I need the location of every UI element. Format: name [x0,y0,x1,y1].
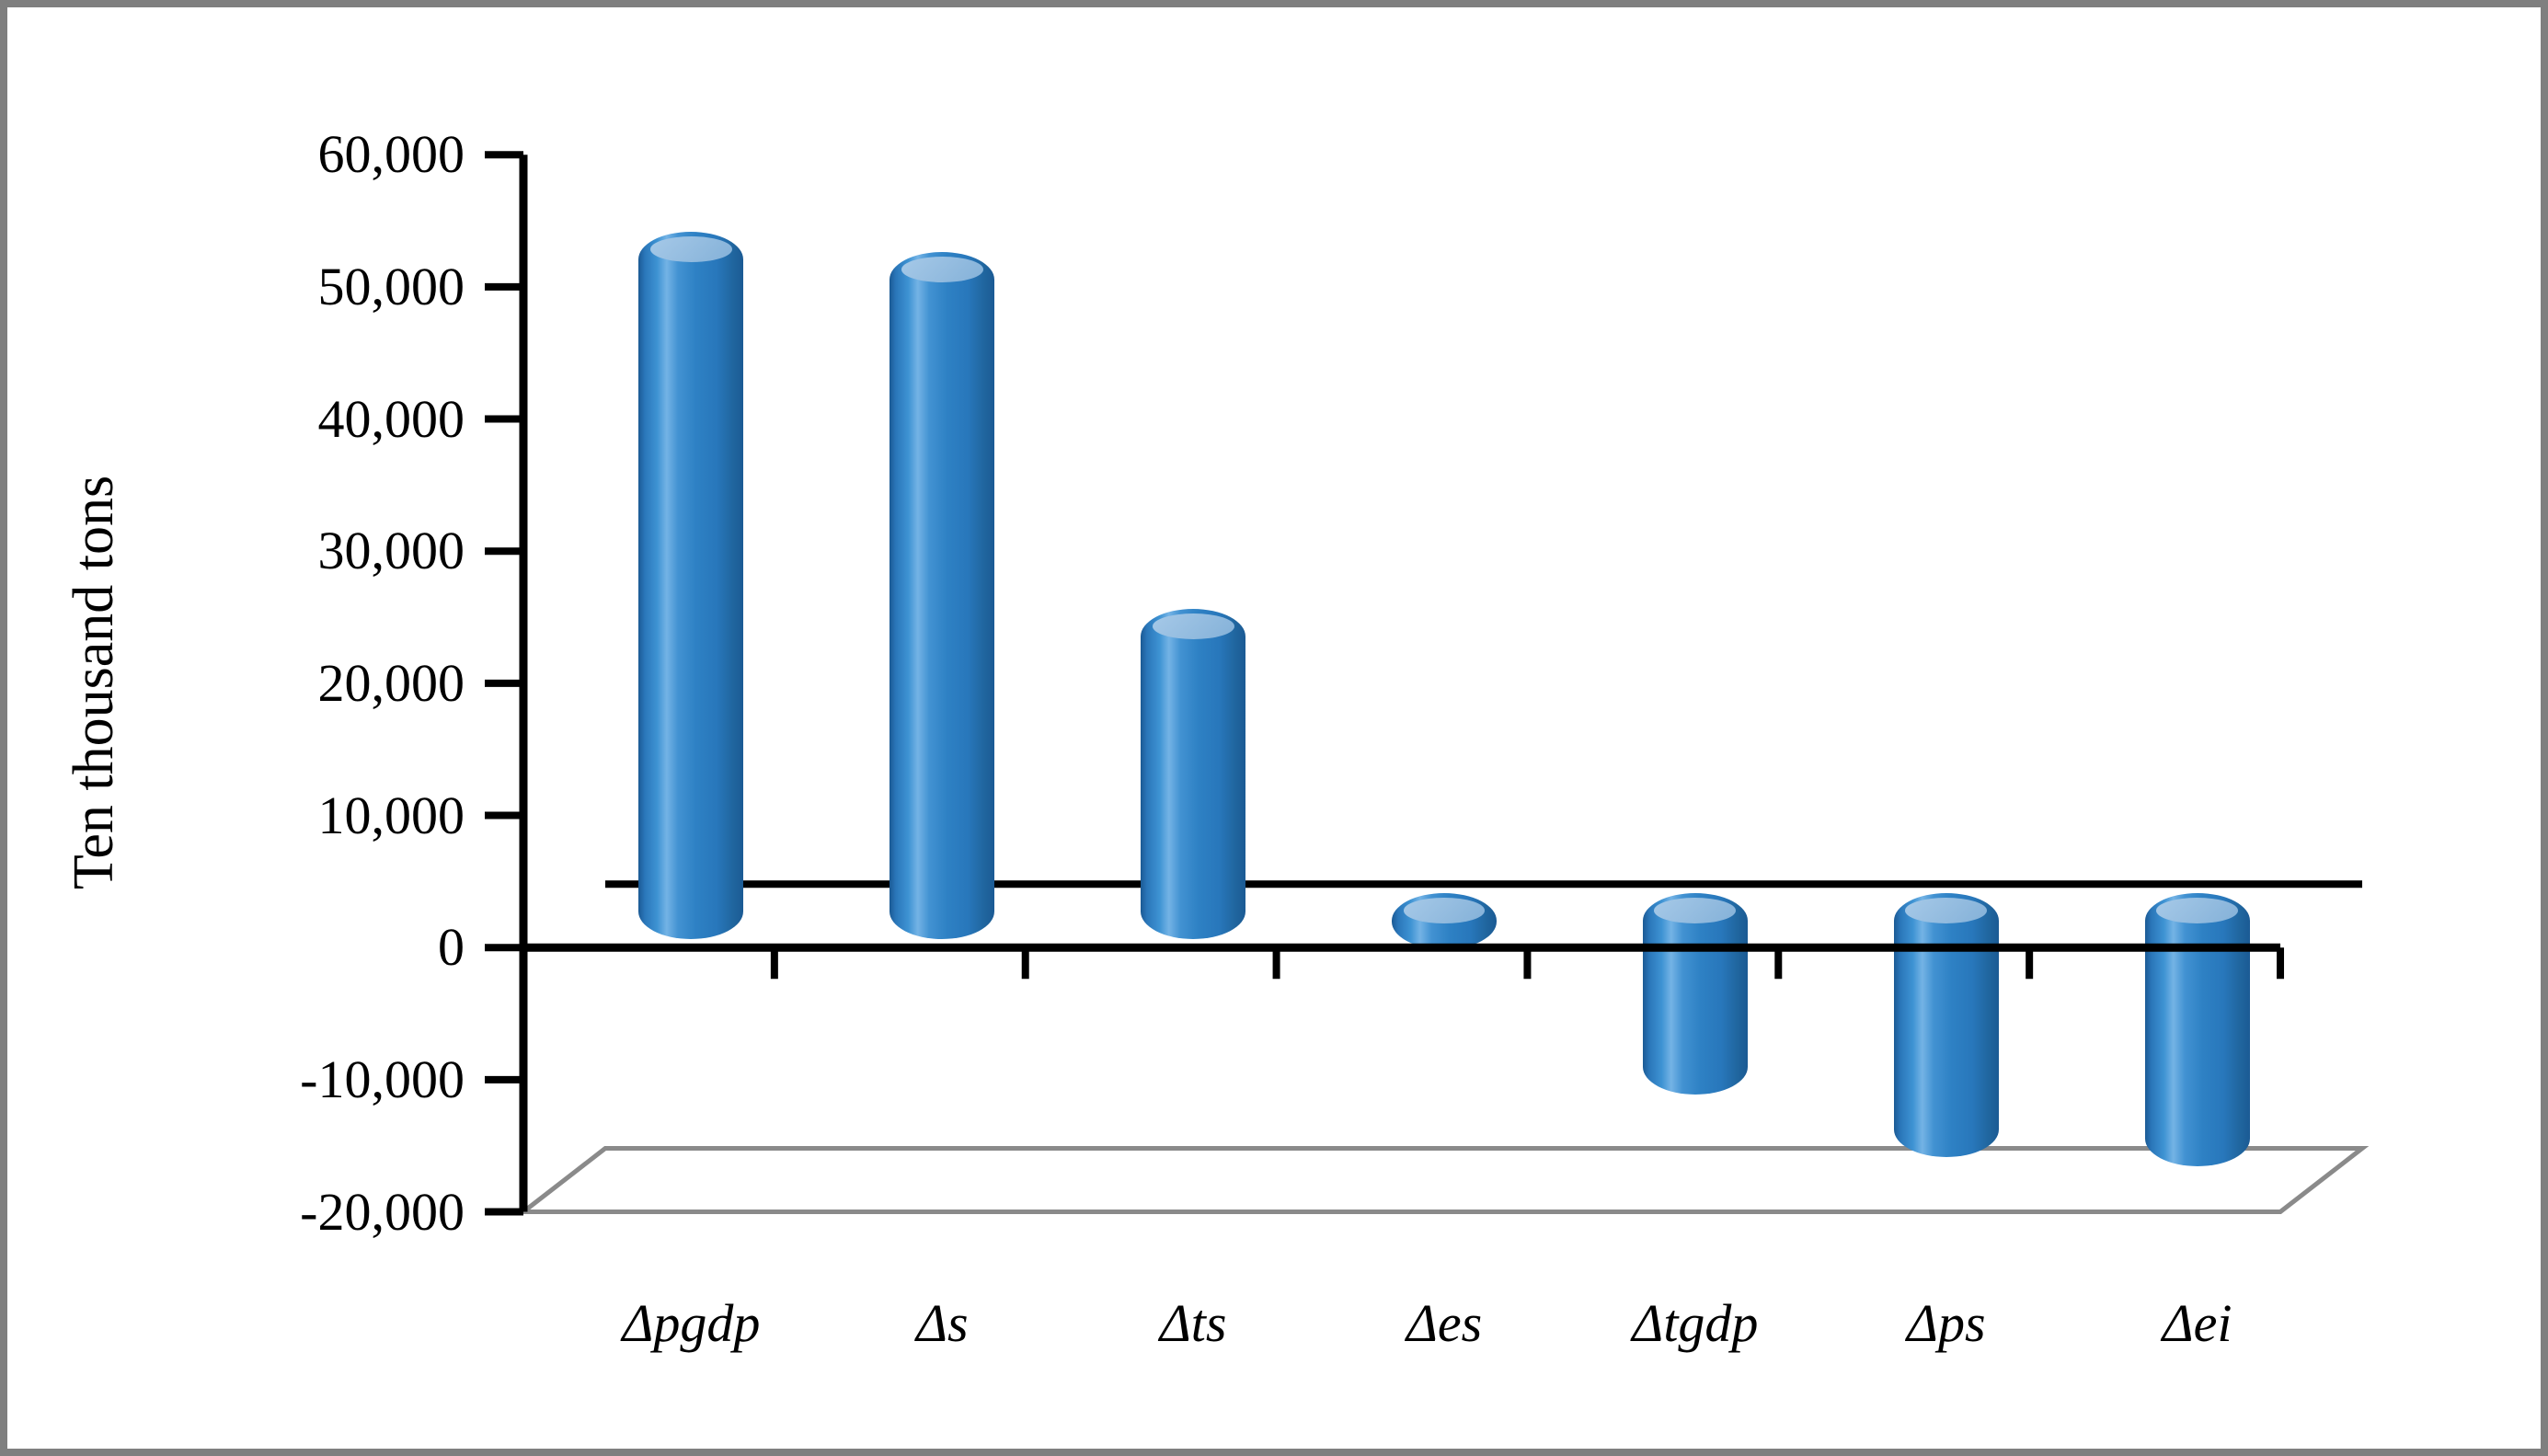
x-category-label-Δs: Δs [915,1293,969,1353]
y-tick-label-40,000: 40,000 [317,388,465,449]
bar-Δts [1141,608,1246,939]
x-category-label-Δps: Δps [1906,1293,1986,1353]
y-tick-label-20,000: 20,000 [317,652,465,713]
bar-top-cap [1152,613,1234,639]
y-tick-label--20,000: -20,000 [300,1181,465,1242]
x-category-label-Δts: Δts [1159,1293,1227,1353]
bar-Δpgdp [638,232,744,939]
y-tick-label-60,000: 60,000 [317,124,465,185]
y-tick-label-30,000: 30,000 [317,521,465,581]
bar-Δps [1893,892,1999,1157]
bar-top-cap [1905,897,1988,923]
x-category-label-Δei: Δei [2162,1293,2232,1353]
bar-Δes [1392,892,1497,950]
bar-top-cap [1403,897,1486,923]
bar-Δtgdp [1642,892,1748,1095]
y-tick-label-0: 0 [438,917,465,978]
bar-Δs [890,251,995,939]
x-category-label-Δtgdp: Δtgdp [1632,1293,1759,1353]
bar-Δei [2144,892,2250,1166]
y-tick-label--10,000: -10,000 [300,1049,465,1109]
x-category-label-Δes: Δes [1406,1293,1483,1353]
bar-top-cap [2156,897,2239,923]
bar-top-cap [649,236,732,263]
bar-top-cap [1654,897,1737,923]
y-tick-label-50,000: 50,000 [317,256,465,316]
x-category-label-Δpgdp: Δpgdp [622,1293,761,1353]
bar-top-cap [901,256,983,282]
y-tick-label-10,000: 10,000 [317,785,465,845]
